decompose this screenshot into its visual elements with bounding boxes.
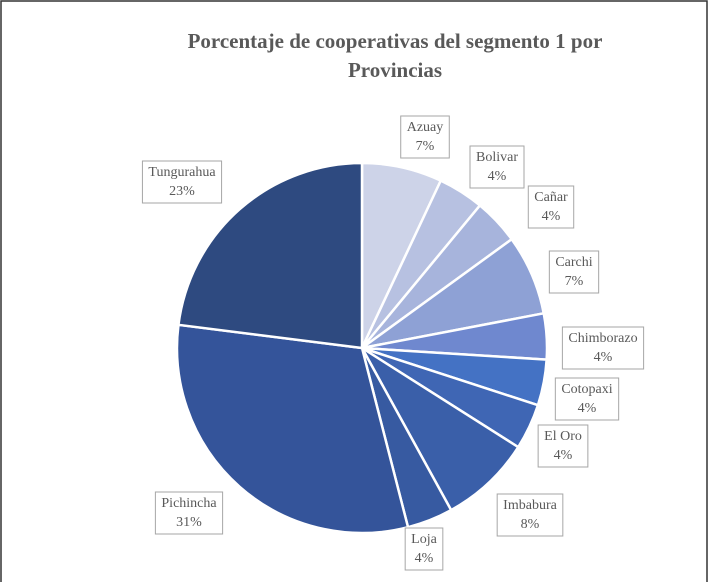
label-value: 7% [565,274,584,289]
label-box [496,493,564,537]
label-category: Chimborazo [568,331,637,346]
pie-slice [175,323,410,535]
label-box [400,115,450,159]
label-value: 4% [488,169,507,184]
data-label: Bolivar 4% [469,145,525,189]
label-box [154,491,224,535]
label-value: 4% [594,350,613,365]
chart-title: Porcentaje de cooperativas del segmento … [188,29,603,82]
data-label: Tungurahua 23% [141,160,223,204]
label-box [141,160,223,204]
data-label: Chimborazo 4% [561,326,645,370]
label-category: Cotopaxi [561,382,612,397]
label-value: 4% [542,209,561,224]
label-category: Imbabura [503,498,557,513]
label-category: El Oro [544,429,582,444]
label-box [554,377,620,421]
data-label: Imbabura 8% [496,493,564,537]
pie-slice [360,346,520,512]
label-value: 4% [554,448,573,463]
label-box [561,326,645,370]
data-labels: Azuay 7% Bolivar 4% Cañar 4% Carchi 7% Chimboraz… [141,115,645,571]
label-value: 31% [176,515,202,530]
label-box [404,527,444,571]
label-value: 4% [415,551,434,566]
label-category: Carchi [555,255,592,270]
label-value: 8% [521,517,540,532]
label-category: Bolivar [476,150,518,165]
data-label: Cotopaxi 4% [554,377,620,421]
label-box [537,424,589,468]
label-box [469,145,525,189]
pie-slice [177,161,364,350]
label-category: Loja [411,532,437,547]
label-category: Azuay [407,120,444,135]
label-value: 4% [578,401,597,416]
label-value: 7% [416,139,435,154]
data-label: Carchi 7% [548,250,600,294]
data-label: El Oro 4% [537,424,589,468]
label-box [548,250,600,294]
pie [175,161,549,535]
label-category: Pichincha [161,496,217,511]
data-label: Pichincha 31% [154,491,224,535]
label-box [527,185,575,229]
data-label: Azuay 7% [400,115,450,159]
label-category: Cañar [534,190,568,205]
data-label: Loja 4% [404,527,444,571]
data-label: Cañar 4% [527,185,575,229]
label-value: 23% [169,184,195,199]
label-category: Tungurahua [148,165,216,180]
